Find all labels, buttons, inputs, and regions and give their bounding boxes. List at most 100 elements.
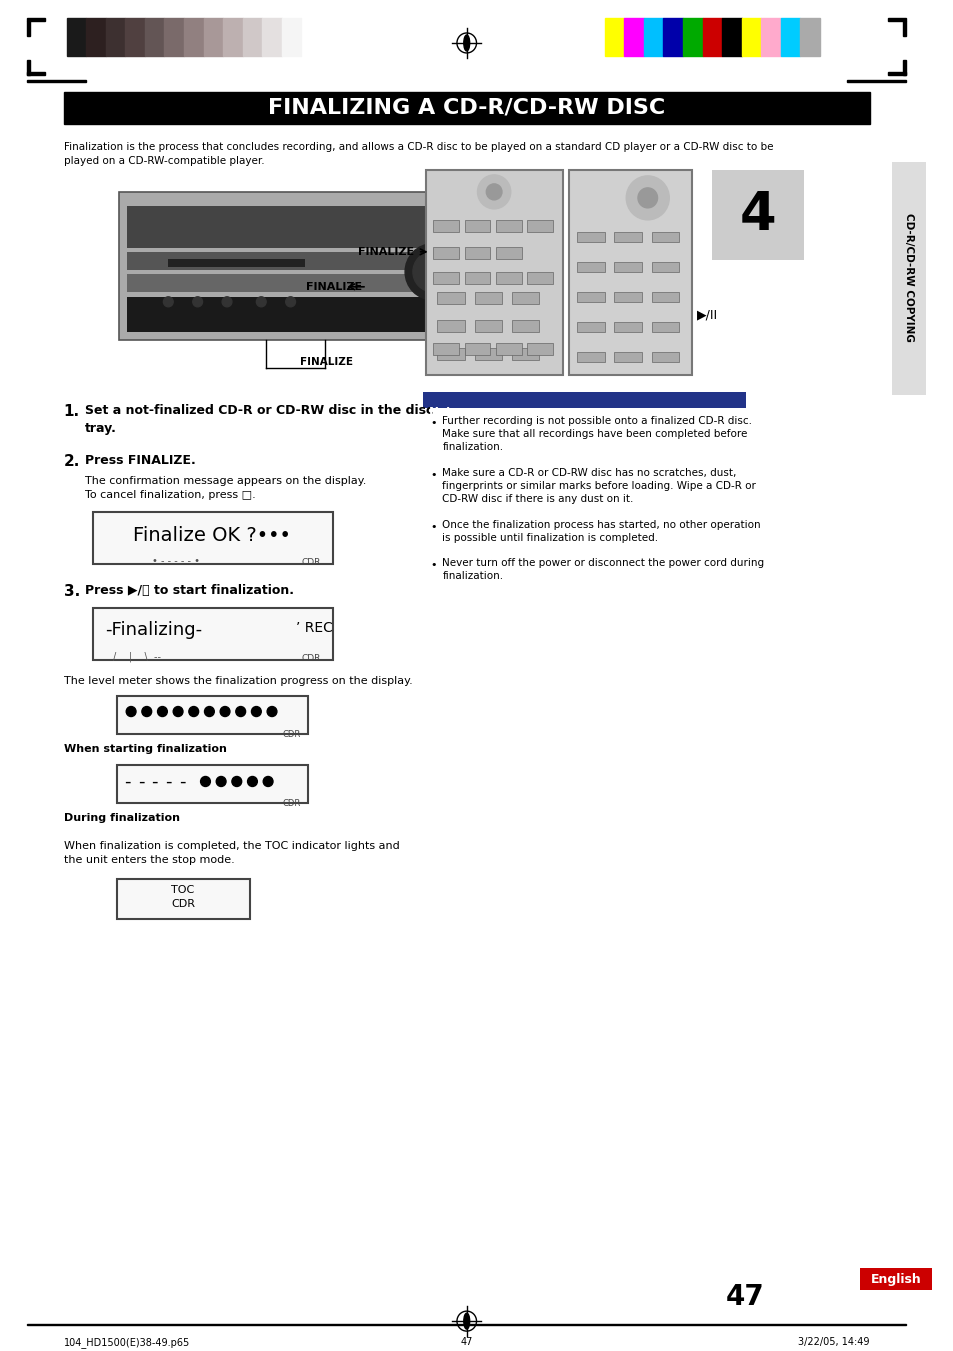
- Text: 3/22/05, 14:49: 3/22/05, 14:49: [798, 1337, 869, 1347]
- Circle shape: [126, 707, 136, 716]
- Bar: [28, 1324, 905, 1325]
- Text: CDR: CDR: [301, 654, 320, 662]
- Bar: [614, 322, 641, 332]
- Bar: [682, 18, 701, 55]
- Bar: [436, 320, 464, 332]
- Bar: [511, 292, 538, 304]
- Text: Make sure a CD-R or CD-RW disc has no scratches, dust,
fingerprints or similar m: Make sure a CD-R or CD-RW disc has no sc…: [442, 467, 756, 504]
- Bar: [651, 232, 679, 242]
- Bar: [780, 18, 800, 55]
- Bar: [614, 232, 641, 242]
- Text: When starting finalization: When starting finalization: [64, 743, 226, 754]
- Text: CDR: CDR: [282, 730, 300, 739]
- Text: • - - - - - •: • - - - - - •: [152, 555, 199, 566]
- Circle shape: [267, 707, 276, 716]
- Bar: [800, 18, 820, 55]
- Circle shape: [247, 777, 257, 786]
- Bar: [433, 343, 458, 355]
- Bar: [902, 22, 905, 36]
- Bar: [28, 72, 45, 74]
- Circle shape: [285, 297, 295, 307]
- Bar: [127, 205, 478, 247]
- Bar: [902, 59, 905, 74]
- Bar: [464, 220, 490, 232]
- Text: During finalization: During finalization: [64, 813, 179, 824]
- Bar: [604, 18, 623, 55]
- Bar: [577, 262, 604, 272]
- Text: FINALIZE: FINALIZE: [306, 282, 361, 292]
- Bar: [651, 292, 679, 301]
- Text: CD-R/CD-RW COPYING: CD-R/CD-RW COPYING: [903, 213, 913, 342]
- Bar: [106, 18, 125, 55]
- Circle shape: [216, 777, 226, 786]
- Text: When finalization is completed, the TOC indicator lights and
the unit enters the: When finalization is completed, the TOC …: [64, 842, 399, 866]
- Bar: [203, 18, 223, 55]
- Text: 2.: 2.: [64, 454, 80, 469]
- Circle shape: [638, 188, 657, 208]
- Bar: [577, 351, 604, 362]
- Bar: [145, 18, 164, 55]
- Bar: [86, 18, 106, 55]
- Text: The confirmation message appears on the display.
To cancel finalization, press □: The confirmation message appears on the …: [85, 476, 366, 500]
- Circle shape: [157, 707, 167, 716]
- Bar: [569, 170, 691, 374]
- Text: 4: 4: [740, 189, 776, 240]
- Bar: [740, 18, 760, 55]
- Bar: [436, 292, 464, 304]
- Text: /    |    \  --: / | \ --: [112, 651, 160, 662]
- Circle shape: [142, 707, 152, 716]
- Bar: [117, 766, 308, 804]
- Bar: [28, 59, 30, 74]
- Bar: [64, 92, 869, 124]
- Bar: [577, 292, 604, 301]
- Text: CDR: CDR: [282, 800, 300, 808]
- Text: Press ▶/⏸ to start finalization.: Press ▶/⏸ to start finalization.: [85, 584, 294, 597]
- Bar: [623, 18, 643, 55]
- Circle shape: [486, 184, 501, 200]
- Text: Finalization is the process that concludes recording, and allows a CD-R disc to : Finalization is the process that conclud…: [64, 142, 772, 166]
- Text: -Finalizing-: -Finalizing-: [105, 620, 202, 639]
- Bar: [92, 512, 333, 563]
- Bar: [28, 18, 45, 22]
- Bar: [721, 18, 740, 55]
- Circle shape: [252, 707, 261, 716]
- Text: -: -: [137, 773, 144, 790]
- Bar: [614, 351, 641, 362]
- Bar: [28, 80, 86, 82]
- Bar: [433, 220, 458, 232]
- Bar: [464, 343, 490, 355]
- Circle shape: [220, 707, 230, 716]
- Bar: [496, 272, 521, 284]
- Text: TOC
CDR: TOC CDR: [171, 885, 194, 909]
- Bar: [474, 347, 501, 359]
- Bar: [891, 162, 924, 394]
- Bar: [425, 170, 562, 374]
- Ellipse shape: [463, 1313, 469, 1329]
- Text: FINALIZE: FINALIZE: [357, 247, 414, 257]
- Text: Finalize OK ?•••: Finalize OK ?•••: [133, 526, 291, 546]
- Bar: [496, 247, 521, 259]
- Text: •: •: [430, 417, 436, 428]
- Text: 47: 47: [725, 1283, 764, 1310]
- Text: •: •: [430, 559, 436, 570]
- Circle shape: [405, 243, 459, 300]
- Circle shape: [263, 777, 273, 786]
- Bar: [651, 322, 679, 332]
- Text: CDR: CDR: [301, 558, 320, 566]
- Bar: [577, 322, 604, 332]
- Text: 3.: 3.: [64, 584, 80, 598]
- Bar: [887, 18, 905, 22]
- Text: -: -: [124, 773, 131, 790]
- Bar: [527, 272, 553, 284]
- Bar: [577, 232, 604, 242]
- Bar: [511, 320, 538, 332]
- Text: •: •: [430, 470, 436, 480]
- Bar: [422, 392, 745, 408]
- Circle shape: [625, 176, 669, 220]
- Bar: [464, 272, 490, 284]
- Bar: [164, 18, 184, 55]
- Circle shape: [222, 297, 232, 307]
- Circle shape: [193, 297, 202, 307]
- Bar: [860, 1269, 931, 1290]
- Text: 104_HD1500(E)38-49.p65: 104_HD1500(E)38-49.p65: [64, 1337, 190, 1348]
